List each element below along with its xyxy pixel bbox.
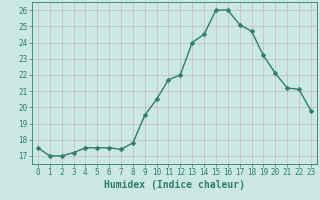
X-axis label: Humidex (Indice chaleur): Humidex (Indice chaleur) [104,180,245,190]
